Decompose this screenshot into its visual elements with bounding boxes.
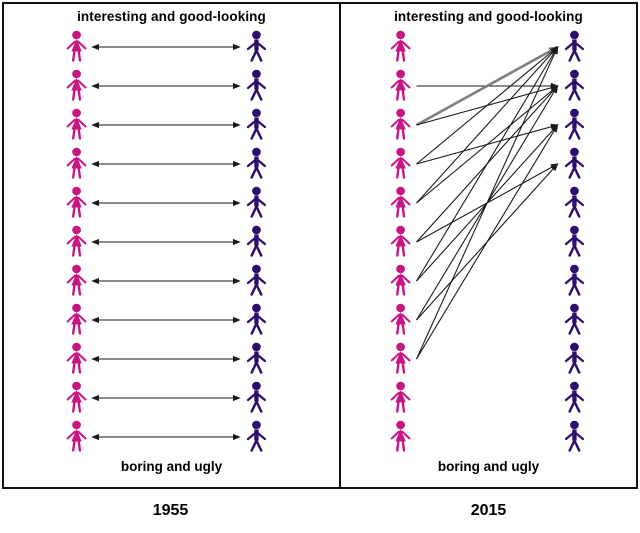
female-figure-icon [66,303,87,335]
male-figure-icon [248,148,265,178]
male-figure-icon [248,226,265,256]
female-figure-icon [66,225,87,257]
male-figure-icon [248,109,265,139]
female-figure-icon [390,225,411,257]
male-figure-icon [566,187,583,217]
female-figure-icon [66,342,87,374]
male-figure-icon [566,148,583,178]
male-figure-icon [566,265,583,295]
panel-2015-bottom-label: boring and ugly [437,459,540,474]
one-way-interest-arrow [416,46,559,165]
panel-2015-top-label: interesting and good-looking [394,9,583,24]
year-label-1955: 1955 [152,502,189,519]
male-figure-icon [248,382,265,412]
male-figure-icon [248,31,265,61]
diagram-frame: interesting and good-looking boring and … [2,2,638,489]
male-figure-icon [566,382,583,412]
female-figure-icon [66,30,87,62]
panel-1955-canvas [66,30,339,487]
male-figure-icon [248,304,265,334]
male-figure-icon [248,265,265,295]
female-figure-icon [390,264,411,296]
male-figure-icon [566,421,583,451]
year-labels-row: 1955 2015 [2,489,638,533]
male-figure-icon [566,343,583,373]
one-way-interest-arrow [415,45,559,282]
male-figure-icon [566,31,583,61]
female-figure-icon [390,186,411,218]
one-way-interest-arrow [415,45,559,360]
panel-1955-top-label: interesting and good-looking [77,9,266,24]
female-figure-icon [66,381,87,413]
female-figure-icon [66,147,87,179]
female-figure-icon [390,303,411,335]
female-figure-icon [66,420,87,452]
male-figure-icon [248,343,265,373]
panel-2015: interesting and good-looking boring and … [338,4,636,487]
female-figure-icon [390,420,411,452]
panel-2015-canvas [390,30,636,487]
female-figure-icon [390,69,411,101]
one-way-interest-arrow [416,46,559,204]
panel-1955-bottom-label: boring and ugly [120,459,223,474]
one-way-interest-arrow [415,123,559,360]
male-figure-icon [566,226,583,256]
female-figure-icon [390,342,411,374]
female-figure-icon [390,30,411,62]
female-figure-icon [66,69,87,101]
female-figure-icon [390,381,411,413]
year-label-2015: 2015 [470,502,507,519]
male-figure-icon [566,109,583,139]
female-figure-icon [66,264,87,296]
female-figure-icon [66,108,87,140]
female-figure-icon [66,186,87,218]
female-figure-icon [390,147,411,179]
panel-1955: interesting and good-looking boring and … [4,4,339,487]
male-figure-icon [248,187,265,217]
one-way-interest-arrow [416,85,559,204]
male-figure-icon [248,421,265,451]
male-figure-icon [566,70,583,100]
male-figure-icon [248,70,265,100]
female-figure-icon [390,108,411,140]
one-way-interest-arrow [415,45,559,127]
male-figure-icon [566,304,583,334]
